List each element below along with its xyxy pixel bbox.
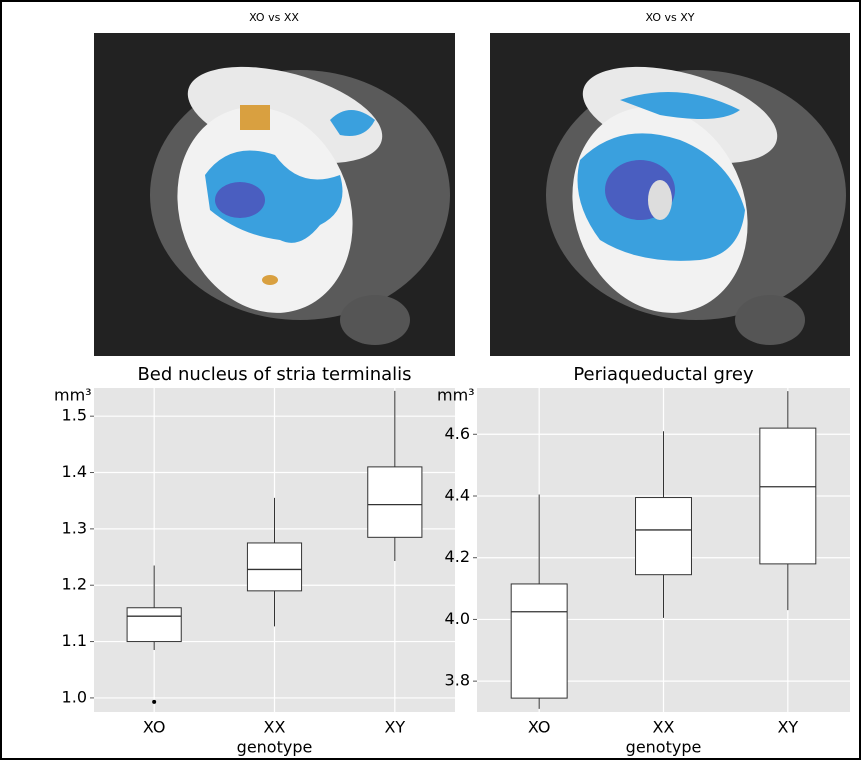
x-tick-label: XO: [528, 718, 551, 737]
x-tick-label: XY: [777, 718, 798, 737]
blob: [240, 105, 270, 130]
brain-image: [490, 33, 850, 356]
image-title: XO vs XY: [646, 11, 695, 24]
y-tick-label: 4.0: [445, 609, 470, 628]
x-axis-label: genotype: [237, 738, 313, 757]
image-title: XO vs XX: [249, 11, 299, 24]
x-tick-label: XO: [143, 718, 166, 737]
box: [127, 608, 181, 642]
blob: [215, 182, 265, 218]
y-tick-label: 1.1: [62, 631, 87, 650]
box: [247, 543, 301, 591]
x-tick-label: XY: [384, 718, 405, 737]
y-tick-label: 1.2: [62, 575, 87, 594]
chart-title: Periaqueductal grey: [573, 364, 754, 385]
gap: [648, 180, 672, 220]
cerebellum: [735, 295, 805, 345]
y-tick-label: 4.2: [445, 547, 470, 566]
chart-title: Bed nucleus of stria terminalis: [137, 364, 411, 385]
y-tick-label: 4.6: [445, 424, 470, 443]
box: [511, 584, 567, 698]
cerebellum: [340, 295, 410, 345]
box: [636, 498, 692, 575]
figure: XO vs XX XO vs XY Bed nucleus of stria t…: [0, 0, 861, 760]
box: [368, 467, 422, 537]
y-axis-label: mm³: [437, 386, 475, 405]
outlier: [152, 700, 156, 704]
y-tick-label: 4.4: [445, 486, 470, 505]
y-tick-label: 1.3: [62, 518, 87, 537]
x-tick-label: XX: [653, 718, 675, 737]
y-tick-label: 1.5: [62, 406, 87, 425]
blob: [262, 275, 278, 285]
brain-image: [94, 33, 455, 356]
x-tick-label: XX: [264, 718, 286, 737]
box: [760, 428, 816, 564]
y-axis-label: mm³: [54, 386, 92, 405]
x-axis-label: genotype: [626, 738, 702, 757]
y-tick-label: 3.8: [445, 671, 470, 690]
y-tick-label: 1.0: [62, 687, 87, 706]
y-tick-label: 1.4: [62, 462, 87, 481]
